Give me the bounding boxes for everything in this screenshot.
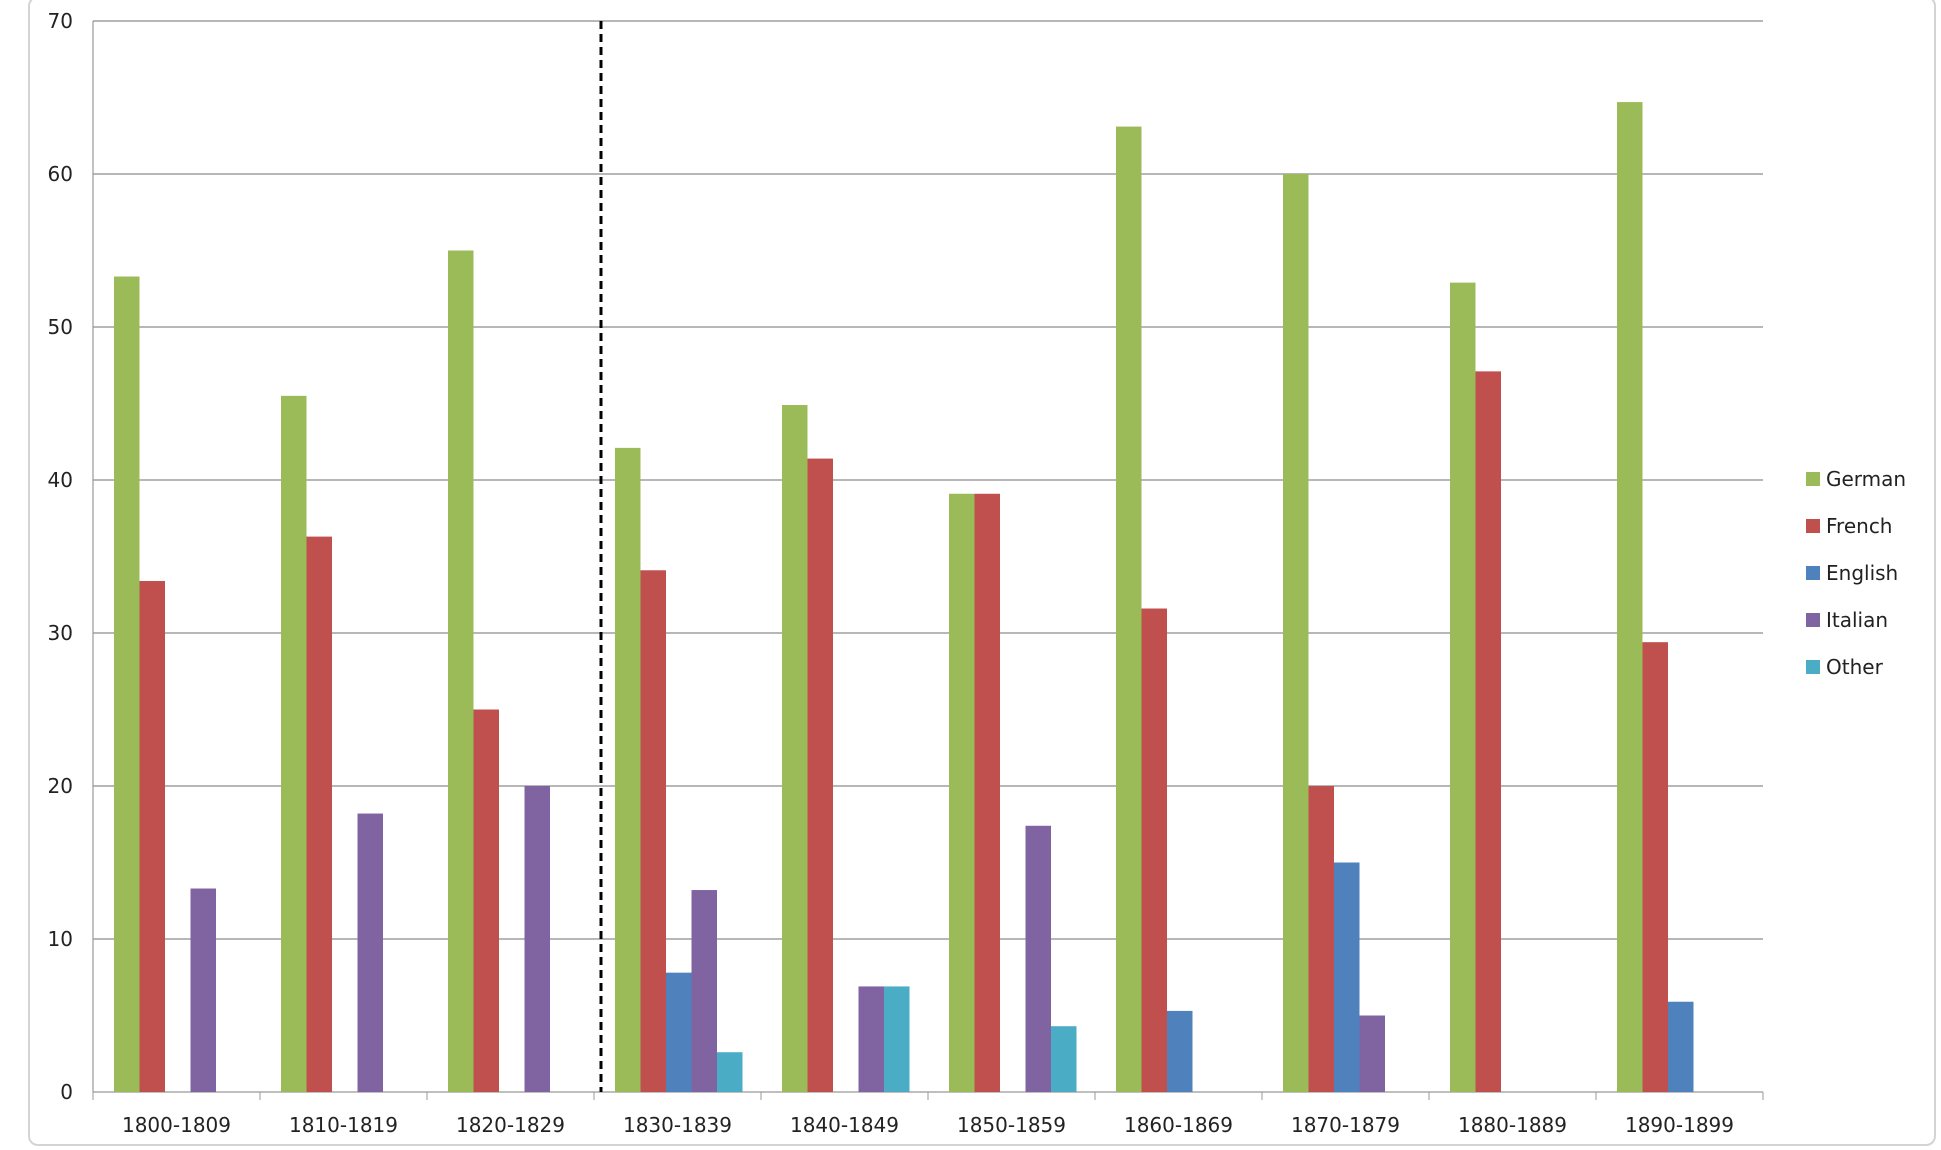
bar-french [473,709,499,1092]
legend-swatch-english [1806,566,1820,580]
bar-german [949,493,975,1092]
y-tick-label: 0 [60,1080,73,1104]
bar-english [1334,862,1360,1092]
x-tick-label: 1870-1879 [1291,1113,1400,1137]
bar-french [1141,608,1167,1092]
x-tick-label: 1800-1809 [122,1113,231,1137]
y-tick-label: 50 [48,315,73,339]
y-tick-label: 70 [48,9,73,33]
bar-english [1668,1001,1694,1092]
bar-german [114,276,140,1092]
bar-german [615,447,641,1092]
legend-label: Other [1826,655,1884,679]
legend-swatch-italian [1806,613,1820,627]
bar-german [1617,102,1643,1093]
bar-french [306,536,332,1092]
legend-label: German [1826,467,1906,491]
bar-italian [524,786,550,1092]
chart-frame [28,0,1936,1146]
x-tick-label: 1820-1829 [456,1113,565,1137]
bar-french [1475,371,1501,1092]
bar-italian [691,890,717,1092]
y-tick-label: 40 [48,468,73,492]
bar-english [1167,1010,1193,1092]
bar-other [884,986,910,1092]
legend-swatch-french [1806,519,1820,533]
bar-german [448,250,474,1092]
y-tick-label: 30 [48,621,73,645]
bar-german [1116,126,1142,1092]
y-tick-label: 20 [48,774,73,798]
x-tick-label: 1830-1839 [623,1113,732,1137]
x-tick-label: 1890-1899 [1625,1113,1734,1137]
y-tick-label: 10 [48,927,73,951]
x-tick-label: 1810-1819 [289,1113,398,1137]
bar-italian [1359,1015,1385,1092]
bar-italian [1025,825,1051,1092]
x-tick-label: 1840-1849 [790,1113,899,1137]
bar-german [1450,282,1476,1092]
bar-french [974,493,1000,1092]
x-tick-label: 1850-1859 [957,1113,1066,1137]
bar-french [1308,786,1334,1092]
bar-french [1642,642,1668,1092]
bar-french [807,458,833,1093]
bar-other [1051,1026,1077,1092]
x-tick-label: 1880-1889 [1458,1113,1567,1137]
bar-german [281,395,307,1093]
bar-english [666,972,692,1092]
legend-label: French [1826,514,1892,538]
bar-french [640,570,666,1092]
x-tick-label: 1860-1869 [1124,1113,1233,1137]
y-tick-label: 60 [48,162,73,186]
legend-label: English [1826,561,1898,585]
legend-label: Italian [1826,608,1888,632]
bar-other [717,1052,743,1092]
legend-swatch-other [1806,660,1820,674]
legend-swatch-german [1806,472,1820,486]
bar-german [1283,174,1309,1092]
bar-italian [190,888,216,1092]
bar-italian [858,986,884,1092]
bar-italian [357,813,383,1092]
bar-german [782,405,808,1092]
bar-french [139,580,165,1092]
